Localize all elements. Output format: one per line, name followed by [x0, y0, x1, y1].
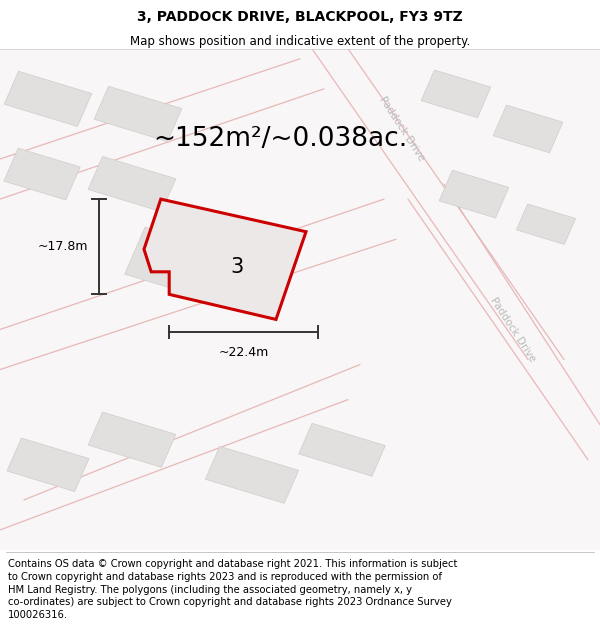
Polygon shape [493, 105, 563, 153]
Polygon shape [4, 148, 80, 200]
Polygon shape [439, 170, 509, 218]
Text: Contains OS data © Crown copyright and database right 2021. This information is : Contains OS data © Crown copyright and d… [8, 559, 457, 620]
Text: Paddock Drive: Paddock Drive [488, 296, 538, 364]
Polygon shape [125, 227, 235, 301]
Polygon shape [421, 70, 491, 118]
Polygon shape [4, 71, 92, 126]
Text: 3: 3 [230, 257, 244, 277]
Polygon shape [94, 86, 182, 141]
Polygon shape [88, 156, 176, 212]
Polygon shape [7, 438, 89, 491]
Polygon shape [205, 446, 299, 503]
Polygon shape [88, 412, 176, 468]
Text: ~22.4m: ~22.4m [218, 346, 269, 359]
Polygon shape [144, 199, 306, 319]
Text: Map shows position and indicative extent of the property.: Map shows position and indicative extent… [130, 35, 470, 48]
Polygon shape [517, 204, 575, 244]
Text: ~17.8m: ~17.8m [38, 240, 88, 253]
Text: ~152m²/~0.038ac.: ~152m²/~0.038ac. [153, 126, 407, 152]
Polygon shape [299, 423, 385, 476]
Text: 3, PADDOCK DRIVE, BLACKPOOL, FY3 9TZ: 3, PADDOCK DRIVE, BLACKPOOL, FY3 9TZ [137, 10, 463, 24]
Text: Paddock Drive: Paddock Drive [377, 95, 427, 163]
